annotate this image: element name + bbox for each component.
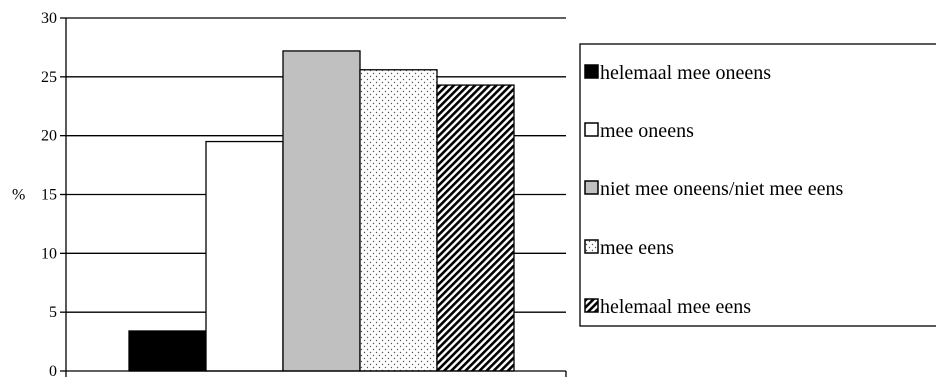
- legend-label: helemaal mee oneens: [600, 62, 771, 84]
- y-tick-label: 20: [41, 128, 57, 145]
- legend-label: niet mee oneens/niet mee eens: [600, 178, 843, 200]
- legend: helemaal mee oneens mee oneens niet mee on…: [579, 43, 936, 327]
- y-axis-label: %: [12, 187, 25, 204]
- legend-swatch: [584, 122, 599, 137]
- y-tick-labels: 0 5 10 15 20 25 30: [41, 10, 57, 380]
- y-tick-label: 0: [49, 363, 57, 380]
- legend-label: helemaal mee eens: [600, 296, 751, 318]
- legend-swatch: [584, 180, 599, 195]
- y-tick-label: 15: [41, 187, 57, 204]
- legend-box: [579, 43, 936, 327]
- y-tick-label: 5: [49, 304, 57, 321]
- legend-swatch: [584, 64, 599, 79]
- y-tick-label: 10: [41, 245, 57, 262]
- bar-niet-mee-oneens-niet-mee-eens: [282, 50, 361, 372]
- bar-helemaal-mee-eens: [436, 84, 515, 372]
- bar-mee-eens: [359, 69, 438, 372]
- y-tick-label: 30: [41, 10, 57, 27]
- legend-label: mee eens: [600, 237, 674, 259]
- legend-swatch: [584, 298, 599, 313]
- bars: [128, 50, 515, 372]
- axes: [60, 17, 567, 377]
- bar-helemaal-mee-oneens: [128, 330, 207, 372]
- legend-swatch: [584, 239, 599, 254]
- bar-mee-oneens: [205, 140, 284, 372]
- y-tick-label: 25: [41, 69, 57, 86]
- legend-label: mee oneens: [600, 120, 694, 142]
